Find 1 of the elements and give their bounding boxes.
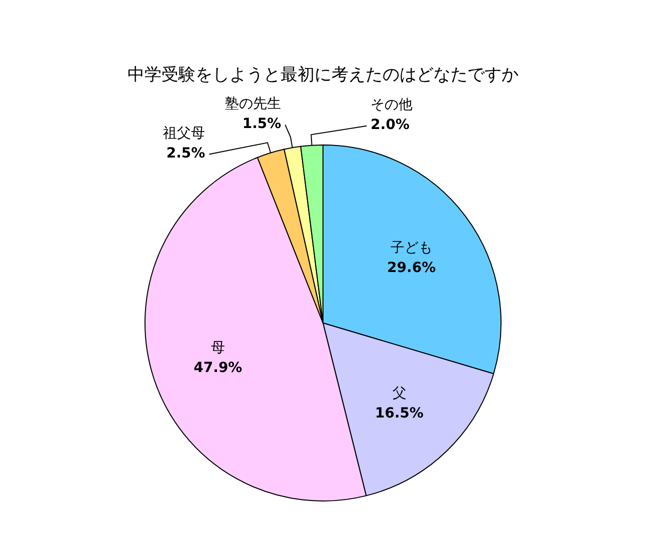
chart-title: 中学受験をしようと最初に考えたのはどなたですか (128, 65, 518, 85)
